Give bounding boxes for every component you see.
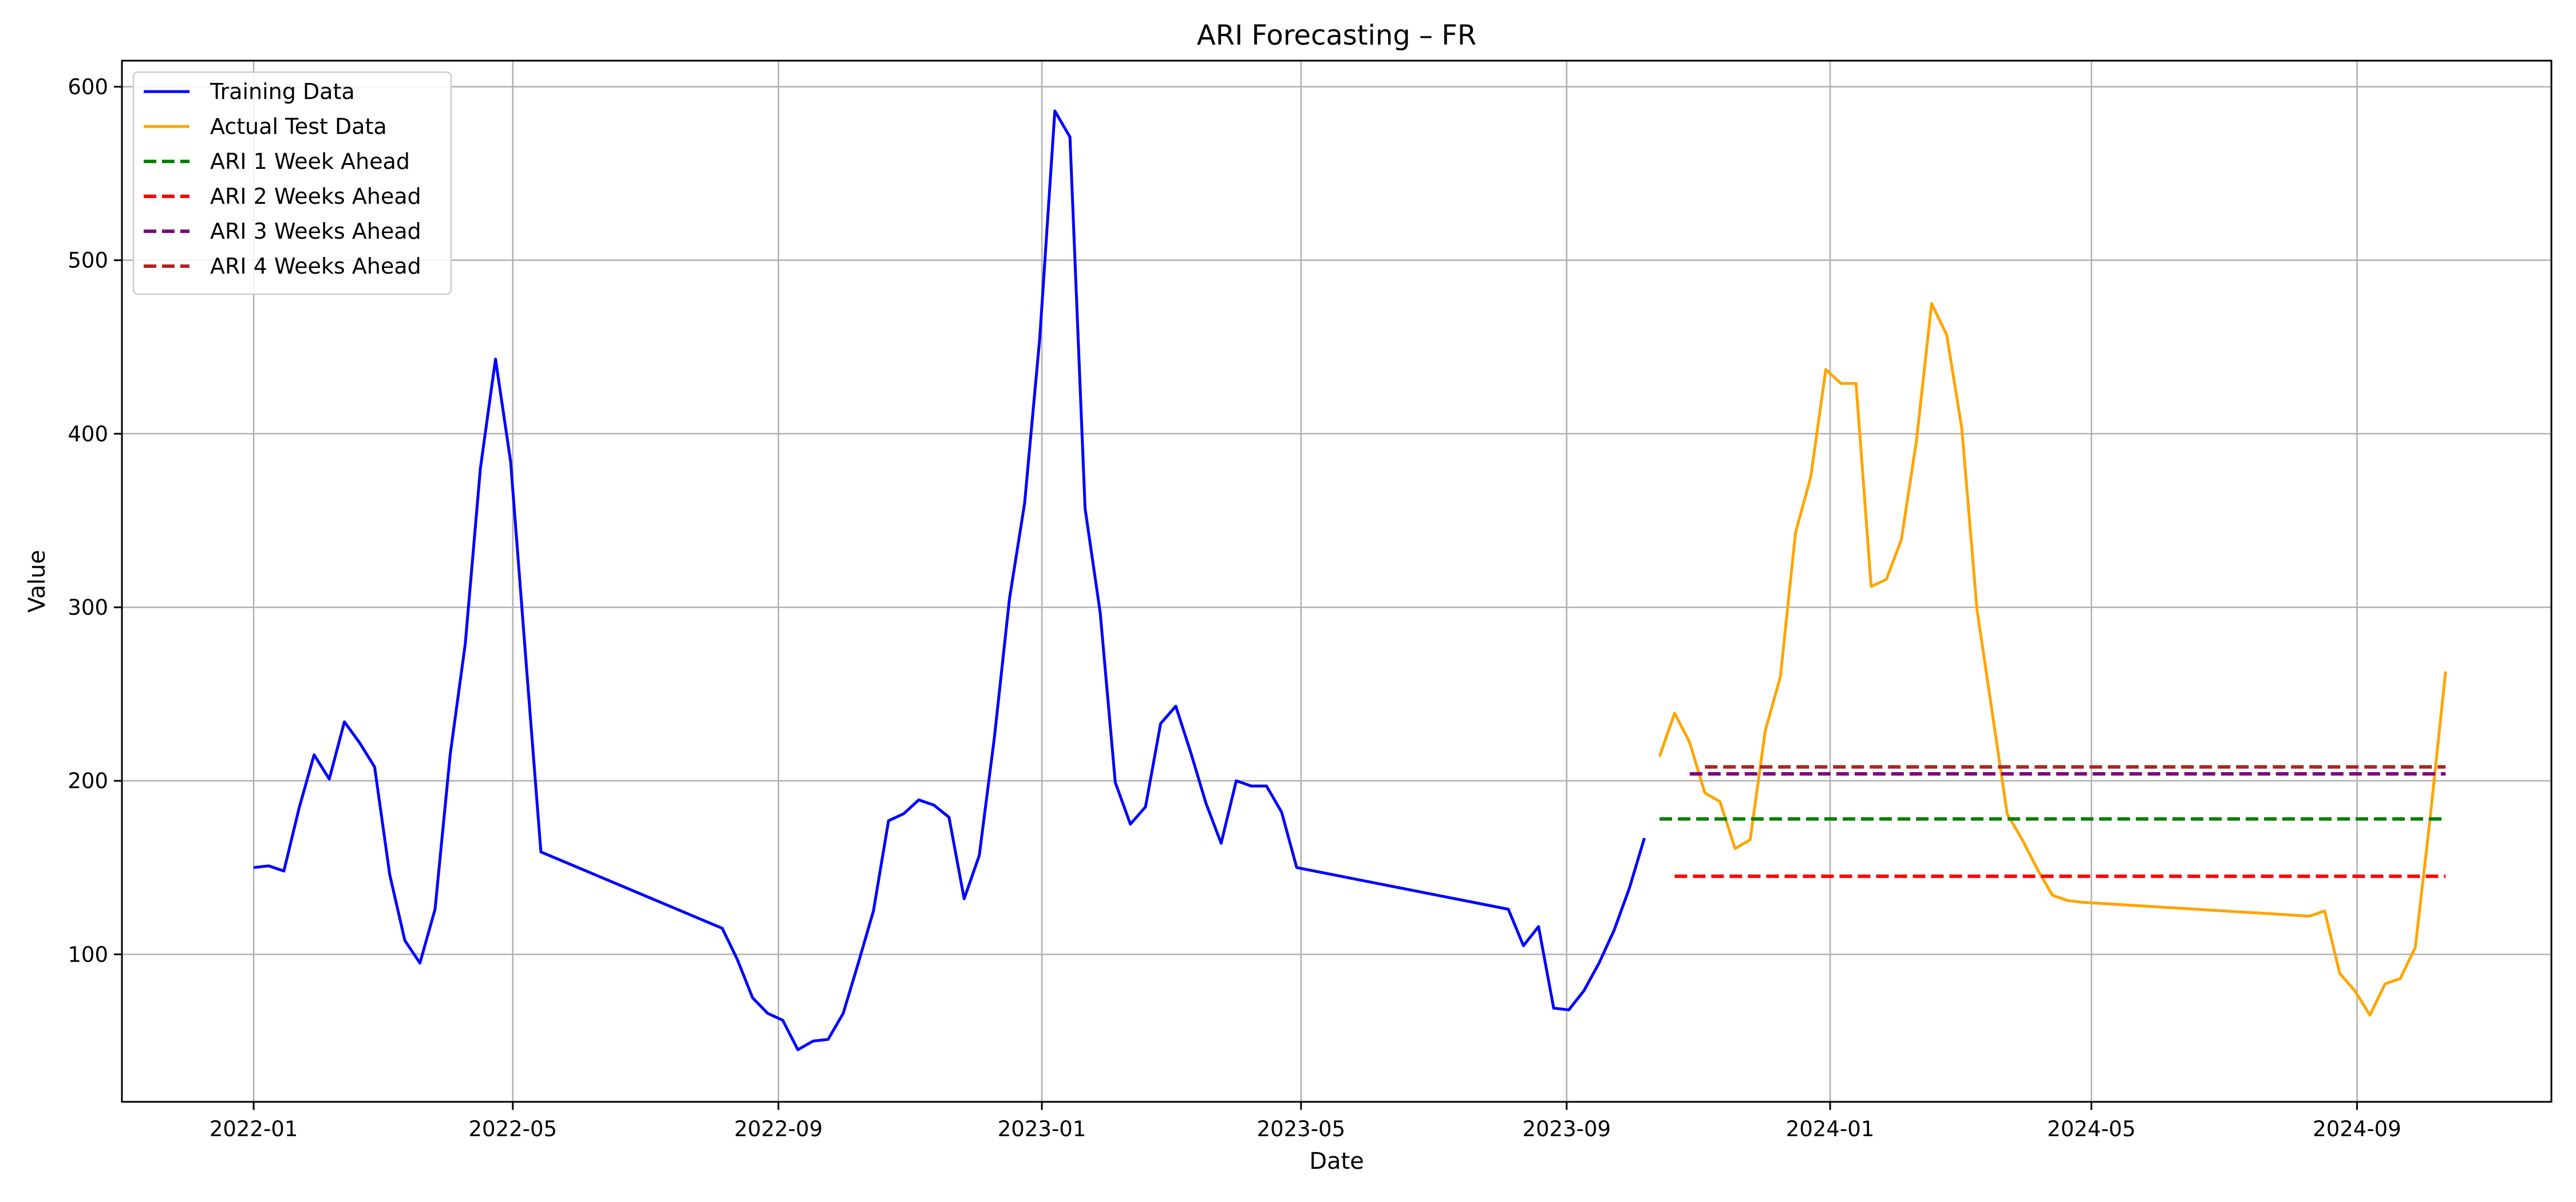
legend-label: ARI 2 Weeks Ahead (210, 184, 421, 209)
y-axis: 100 200 300 400 500 600 (68, 74, 122, 967)
x-tick-label: 2022-01 (210, 1117, 298, 1141)
x-tick-label: 2024-09 (2313, 1117, 2401, 1141)
x-tick-label: 2024-01 (1786, 1117, 1875, 1141)
series-line-2 (1658, 302, 2447, 1017)
x-tick-label: 2022-09 (734, 1117, 823, 1141)
y-tick-label: 600 (68, 74, 108, 99)
legend-label: ARI 1 Week Ahead (210, 149, 410, 174)
y-tick-label: 200 (68, 769, 108, 793)
x-axis-label: Date (1309, 1148, 1364, 1175)
y-tick-label: 500 (68, 248, 108, 273)
series-layer (253, 109, 2447, 1051)
x-tick-label: 2023-01 (998, 1117, 1086, 1141)
legend: Training Data Actual Test Data ARI 1 Week … (132, 71, 452, 295)
x-tick-label: 2023-09 (1522, 1117, 1611, 1141)
y-tick-label: 300 (68, 595, 108, 620)
y-tick-label: 400 (68, 422, 108, 446)
grid (122, 61, 2551, 1102)
y-tick-label: 100 (68, 942, 108, 967)
legend-label: Actual Test Data (210, 114, 387, 139)
legend-label: ARI 4 Weeks Ahead (210, 254, 421, 279)
plot-frame (121, 60, 2553, 1103)
chart-title: ARI Forecasting – FR (1197, 19, 1476, 52)
x-tick-label: 2024-05 (2047, 1117, 2136, 1141)
x-axis: 2022-01 2022-05 2022-09 2023-01 2023-05 2023-… (210, 1102, 2401, 1141)
legend-label: Training Data (210, 79, 355, 104)
series-line-1 (253, 109, 1646, 1051)
x-tick-label: 2022-05 (469, 1117, 558, 1141)
x-tick-label: 2023-05 (1257, 1117, 1345, 1141)
y-axis-label: Value (24, 550, 50, 613)
legend-label: ARI 3 Weeks Ahead (210, 219, 421, 244)
legend-box (132, 71, 452, 295)
